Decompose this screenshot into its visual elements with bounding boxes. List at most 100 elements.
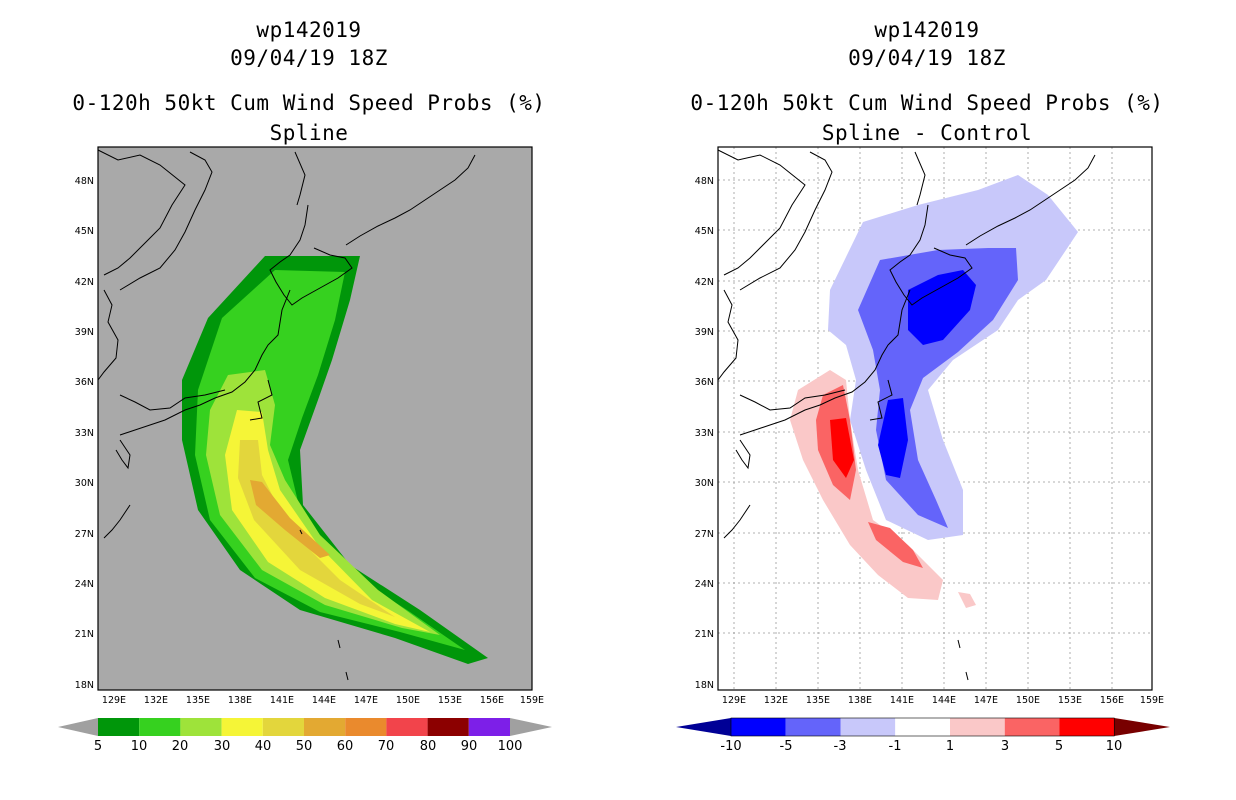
left-map: 48N 45N 42N 39N 36N 33N 30N 27N 24N 21N … <box>58 146 552 754</box>
diff-pos-5 <box>830 418 854 478</box>
colorbar-label: 10 <box>131 739 148 754</box>
colorbar-label: 5 <box>1055 739 1063 754</box>
colorbar-segment <box>345 718 387 736</box>
colorbar-segment <box>180 718 222 736</box>
lon-label: 159E <box>1140 695 1164 706</box>
lon-label: 138E <box>848 695 872 706</box>
right-date: 09/04/19 18Z <box>848 46 1006 70</box>
colorbar-segment <box>950 718 1005 736</box>
lat-label: 33N <box>695 428 714 439</box>
colorbar-label: 20 <box>172 739 189 754</box>
left-panel: wp142019 09/04/19 18Z 0-120h 50kt Cum Wi… <box>58 18 552 754</box>
lon-label: 156E <box>1100 695 1124 706</box>
colorbar-segment <box>1004 718 1060 736</box>
right-positive-difference <box>790 370 976 608</box>
lon-label: 144E <box>932 695 956 706</box>
lat-label: 24N <box>75 579 94 590</box>
lat-label: 39N <box>695 327 714 338</box>
right-storm-id: wp142019 <box>874 18 980 42</box>
lat-label: 36N <box>75 377 94 388</box>
lon-label: 156E <box>480 695 504 706</box>
lat-label: 48N <box>75 176 94 187</box>
right-map-frame <box>717 146 1153 691</box>
left-map-frame <box>97 146 533 691</box>
lon-label: 141E <box>890 695 914 706</box>
lon-label: 147E <box>974 695 998 706</box>
colorbar-segment <box>1059 718 1115 736</box>
left-product-title: 0-120h 50kt Cum Wind Speed Probs (%) <box>72 91 546 115</box>
colorbar-segment <box>840 718 896 736</box>
colorbar-label: 1 <box>946 739 954 754</box>
lat-label: 45N <box>75 226 94 237</box>
lon-label: 144E <box>312 695 336 706</box>
lat-label: 30N <box>75 478 94 489</box>
lon-label: 150E <box>1016 695 1040 706</box>
lon-label: 132E <box>144 695 168 706</box>
left-coastlines <box>97 149 476 681</box>
colorbar-upper-arrow <box>1114 718 1170 736</box>
colorbar-segment <box>262 718 304 736</box>
lat-label: 18N <box>695 680 714 691</box>
colorbar-label: -1 <box>889 739 902 754</box>
lon-label: 150E <box>396 695 420 706</box>
prob-50 <box>250 480 330 558</box>
lat-label: 48N <box>695 176 714 187</box>
lat-label: 36N <box>695 377 714 388</box>
lon-label: 132E <box>764 695 788 706</box>
colorbar-label: 60 <box>337 739 354 754</box>
lon-label: 135E <box>186 695 210 706</box>
right-map: 48N 45N 42N 39N 36N 33N 30N 27N 24N 21N … <box>676 146 1170 754</box>
lat-label: 21N <box>695 629 714 640</box>
right-lon-axis: 129E 132E 135E 138E 141E 144E 147E 150E … <box>722 695 1164 706</box>
right-panel: wp142019 09/04/19 18Z 0-120h 50kt Cum Wi… <box>618 0 1236 800</box>
colorbar-label: 5 <box>94 739 102 754</box>
colorbar-label: 90 <box>461 739 478 754</box>
lat-label: 27N <box>695 529 714 540</box>
colorbar-segment <box>304 718 346 736</box>
lon-label: 153E <box>1058 695 1082 706</box>
right-lat-axis: 48N 45N 42N 39N 36N 33N 30N 27N 24N 21N … <box>695 176 714 691</box>
lat-label: 27N <box>75 529 94 540</box>
colorbar-segment <box>139 718 181 736</box>
lon-label: 135E <box>806 695 830 706</box>
colorbar-segment <box>386 718 428 736</box>
colorbar-label: 80 <box>420 739 437 754</box>
lat-label: 18N <box>75 680 94 691</box>
colorbar-label: -3 <box>834 739 847 754</box>
lat-label: 21N <box>75 629 94 640</box>
lon-label: 147E <box>354 695 378 706</box>
lon-label: 129E <box>722 695 746 706</box>
left-subtitle: Spline <box>269 121 349 145</box>
colorbar-label: -10 <box>720 739 741 754</box>
colorbar-upper-arrow <box>510 718 552 736</box>
lat-label: 39N <box>75 327 94 338</box>
colorbar-lower-arrow <box>58 718 98 736</box>
lon-label: 141E <box>270 695 294 706</box>
left-probability-swath <box>182 256 488 664</box>
prob-40 <box>238 440 395 617</box>
colorbar-segment <box>468 718 510 736</box>
left-colorbar: 5 10 20 30 40 50 60 70 80 90 100 <box>58 718 552 754</box>
colorbar-label: 3 <box>1001 739 1009 754</box>
lat-label: 33N <box>75 428 94 439</box>
lon-label: 153E <box>438 695 462 706</box>
colorbar-segment <box>98 718 140 736</box>
lat-label: 45N <box>695 226 714 237</box>
diff-pos-3b <box>868 522 923 568</box>
colorbar-segment <box>731 718 786 736</box>
colorbar-segment <box>895 718 950 736</box>
lon-label: 138E <box>228 695 252 706</box>
colorbar-segment <box>785 718 841 736</box>
lon-label: 159E <box>520 695 544 706</box>
left-lon-axis: 129E 132E 135E 138E 141E 144E 147E 150E … <box>102 695 544 706</box>
diff-pos-1b <box>958 592 976 608</box>
colorbar-label: 10 <box>1106 739 1123 754</box>
colorbar-segment <box>427 718 469 736</box>
left-storm-id: wp142019 <box>256 18 362 42</box>
colorbar-label: 70 <box>378 739 395 754</box>
left-lat-axis: 48N 45N 42N 39N 36N 33N 30N 27N 24N 21N … <box>75 176 94 691</box>
left-date: 09/04/19 18Z <box>230 46 388 70</box>
colorbar-label: 50 <box>296 739 313 754</box>
right-product-title: 0-120h 50kt Cum Wind Speed Probs (%) <box>690 91 1164 115</box>
right-negative-difference <box>828 175 1078 540</box>
